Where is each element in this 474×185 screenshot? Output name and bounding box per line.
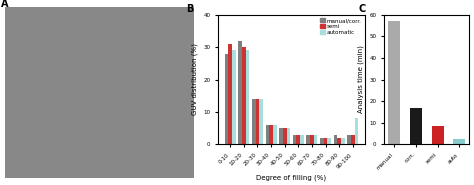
- Bar: [347, 135, 351, 144]
- Bar: [265, 125, 269, 144]
- Bar: [328, 138, 331, 144]
- Bar: [453, 139, 465, 144]
- Bar: [388, 21, 400, 144]
- Bar: [337, 138, 341, 144]
- Text: C: C: [358, 4, 365, 14]
- Bar: [431, 126, 444, 144]
- Bar: [255, 99, 259, 144]
- Bar: [300, 135, 304, 144]
- Bar: [287, 128, 290, 144]
- Bar: [228, 44, 232, 144]
- Bar: [324, 138, 328, 144]
- Bar: [246, 50, 249, 144]
- Bar: [306, 135, 310, 144]
- Bar: [293, 135, 296, 144]
- Y-axis label: Analysis time (min): Analysis time (min): [357, 46, 364, 113]
- Bar: [320, 138, 324, 144]
- Text: A: A: [1, 0, 9, 9]
- Bar: [334, 135, 337, 144]
- Bar: [269, 125, 273, 144]
- Bar: [314, 135, 318, 144]
- Bar: [259, 99, 263, 144]
- Bar: [279, 128, 283, 144]
- Y-axis label: GUV distribution (%): GUV distribution (%): [191, 44, 198, 115]
- X-axis label: Degree of filling (%): Degree of filling (%): [256, 175, 327, 181]
- Text: B: B: [186, 4, 193, 14]
- Bar: [296, 135, 300, 144]
- Bar: [355, 118, 358, 144]
- Bar: [242, 47, 246, 144]
- Bar: [238, 41, 242, 144]
- Bar: [232, 50, 236, 144]
- Bar: [310, 135, 314, 144]
- Bar: [273, 125, 277, 144]
- Legend: manual/corr., semi, automatic: manual/corr., semi, automatic: [319, 18, 362, 36]
- Bar: [252, 99, 255, 144]
- Bar: [351, 135, 355, 144]
- Bar: [283, 128, 287, 144]
- Bar: [225, 54, 228, 144]
- Bar: [341, 138, 345, 144]
- Bar: [410, 108, 422, 144]
